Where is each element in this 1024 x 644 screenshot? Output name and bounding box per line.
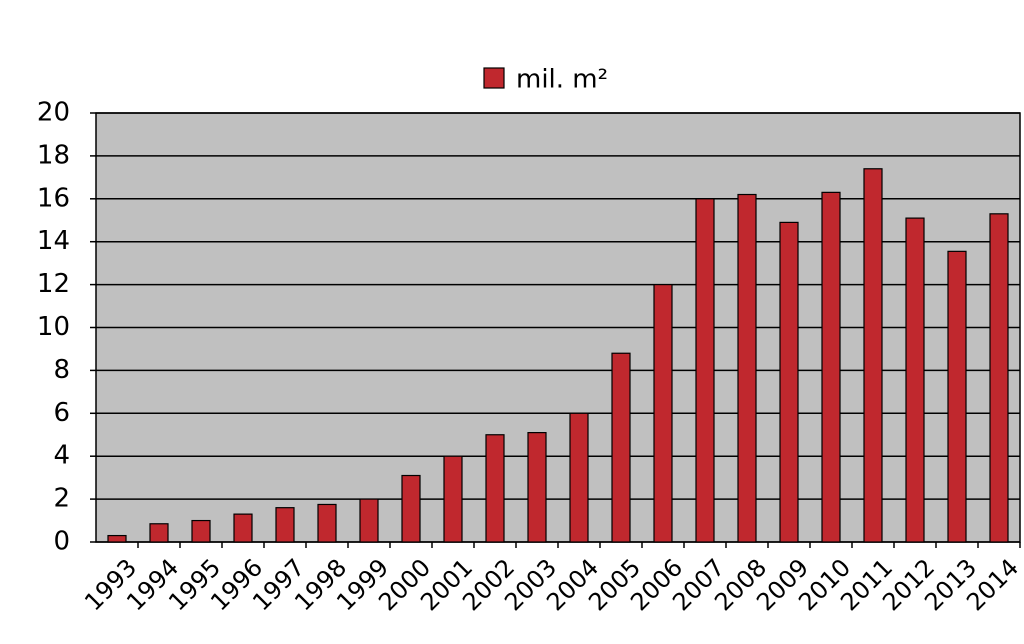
bar [149,523,169,543]
bar [737,193,757,543]
bar [485,434,505,543]
bar [779,221,799,543]
y-tick-label: 4 [53,441,70,471]
bar [989,213,1009,543]
y-tick-label: 0 [53,527,70,557]
bar [359,498,379,543]
y-tick-label: 18 [37,140,70,170]
bar [401,474,421,543]
y-tick-label: 8 [53,355,70,385]
y-tick-label: 10 [37,312,70,342]
y-tick-label: 6 [53,398,70,428]
legend-swatch [483,67,505,89]
bar [863,168,883,543]
y-tick-label: 16 [37,183,70,213]
bar [317,503,337,543]
legend-label: mil. m² [516,65,608,95]
y-tick-label: 12 [37,269,70,299]
y-tick-label: 20 [37,98,70,128]
bar [695,198,715,543]
y-tick-label: 14 [37,226,70,256]
bar [653,284,673,543]
bar [233,513,253,543]
y-tick-label: 2 [53,484,70,514]
bar [821,191,841,543]
bar [527,432,547,543]
bar [443,455,463,543]
bar [947,250,967,543]
bar [611,352,631,543]
bar [191,519,211,543]
bar [569,412,589,543]
bar [107,534,127,543]
bar [905,217,925,543]
bar [275,507,295,543]
